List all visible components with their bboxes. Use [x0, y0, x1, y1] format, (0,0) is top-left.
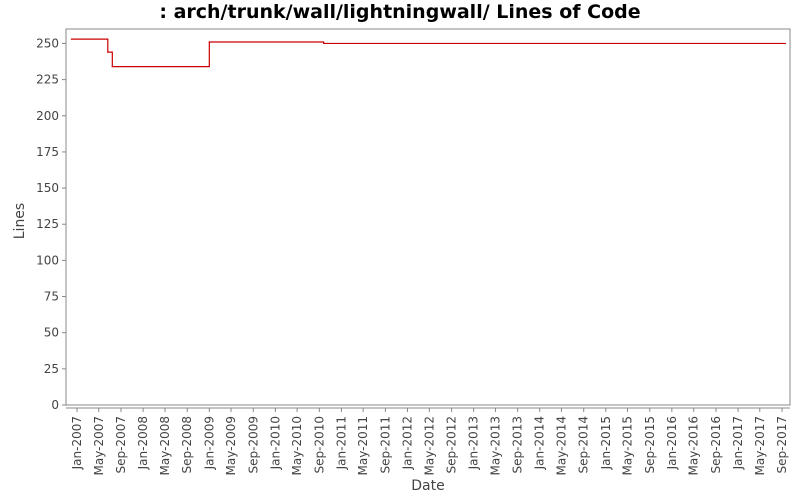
x-tick-label: Jan-2010: [268, 416, 282, 470]
y-tick-label: 50: [44, 326, 59, 340]
x-tick-label: May-2014: [554, 416, 568, 475]
x-tick-label: May-2017: [753, 416, 767, 475]
x-tick-label: Sep-2009: [246, 416, 260, 474]
x-tick-label: May-2007: [92, 416, 106, 475]
series-line: [71, 38, 786, 68]
x-tick-label: Jan-2015: [599, 416, 613, 470]
plot-area: [65, 28, 791, 406]
x-axis: Jan-2007 May-2007 Sep-2007 Jan-2008 May-2008…: [66, 407, 790, 475]
x-tick-label: Jan-2014: [533, 416, 547, 470]
x-tick-label: Jan-2017: [731, 416, 745, 470]
x-tick-label: Jan-2012: [400, 416, 414, 470]
y-tick-label: 200: [36, 109, 59, 123]
data-point: [111, 66, 113, 68]
x-tick-label: Sep-2016: [709, 416, 723, 474]
x-tick-label: Jan-2008: [136, 416, 150, 470]
x-tick-label: Sep-2015: [643, 416, 657, 474]
x-tick-label: Jan-2013: [467, 416, 481, 470]
y-tick-label: 250: [36, 36, 59, 50]
y-tick-label: 100: [36, 253, 59, 267]
y-tick-label: 225: [36, 73, 59, 87]
x-axis-label: Date: [411, 478, 444, 494]
x-tick-label: May-2009: [224, 416, 238, 475]
data-point: [784, 42, 787, 45]
y-axis-label: Lines: [12, 203, 28, 239]
x-tick-label: May-2008: [158, 416, 172, 475]
y-tick-label: 75: [44, 290, 59, 304]
data-point: [323, 42, 325, 45]
x-tick-label: Sep-2007: [114, 416, 128, 474]
x-tick-label: Sep-2013: [511, 416, 525, 474]
chart-title: : arch/trunk/wall/lightningwall/ Lines o…: [159, 1, 641, 23]
y-axis: 0 25 50 75 100 125 150 175 200 225 250: [36, 36, 66, 412]
x-tick-label: Sep-2011: [378, 416, 392, 474]
data-point: [208, 41, 210, 43]
x-tick-label: Sep-2017: [775, 416, 789, 474]
x-tick-label: Jan-2016: [665, 416, 679, 470]
x-tick-label: Sep-2008: [180, 416, 194, 474]
x-tick-label: May-2013: [488, 416, 502, 475]
x-tick-label: May-2015: [621, 416, 635, 475]
y-tick-label: 125: [36, 217, 59, 231]
x-tick-label: Sep-2014: [577, 416, 591, 474]
y-tick-label: 0: [51, 398, 59, 412]
y-tick-label: 25: [44, 362, 59, 376]
x-tick-label: May-2010: [290, 416, 304, 475]
x-tick-label: Sep-2012: [445, 416, 459, 474]
x-tick-label: Jan-2011: [334, 416, 348, 470]
data-point: [70, 38, 73, 40]
x-tick-label: May-2011: [356, 416, 370, 475]
x-tick-label: Jan-2009: [202, 416, 216, 470]
series-layer: [70, 38, 787, 68]
data-point: [107, 51, 109, 53]
y-tick-label: 175: [36, 145, 59, 159]
x-tick-label: May-2012: [422, 416, 436, 475]
y-tick-label: 150: [36, 181, 59, 195]
x-tick-label: Jan-2007: [70, 416, 84, 470]
x-tick-label: May-2016: [687, 416, 701, 475]
x-tick-label: Sep-2010: [312, 416, 326, 474]
